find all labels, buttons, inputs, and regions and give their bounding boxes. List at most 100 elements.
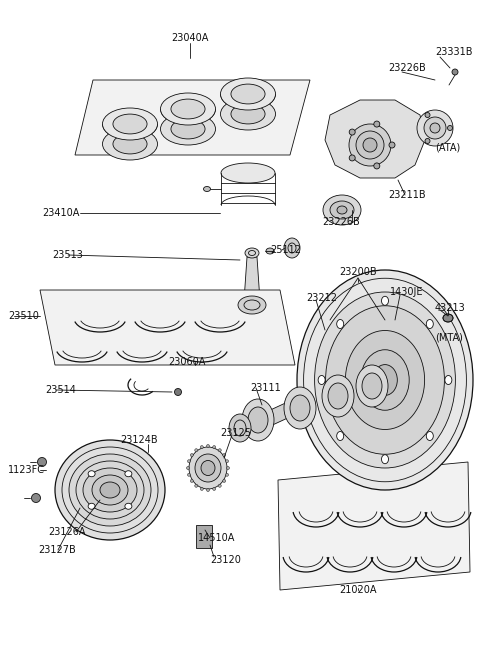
Ellipse shape (425, 112, 430, 118)
Polygon shape (346, 378, 364, 404)
Ellipse shape (336, 319, 344, 328)
Ellipse shape (220, 98, 276, 130)
Text: 43213: 43213 (435, 303, 466, 313)
Polygon shape (244, 257, 260, 301)
Text: 23060A: 23060A (168, 357, 205, 367)
Text: 23212: 23212 (306, 293, 337, 303)
Text: 23120: 23120 (210, 555, 241, 565)
Text: 1123FC: 1123FC (8, 465, 45, 475)
Ellipse shape (171, 119, 205, 139)
Ellipse shape (113, 114, 147, 134)
Ellipse shape (231, 104, 265, 124)
Text: 23410A: 23410A (42, 208, 79, 218)
Ellipse shape (190, 480, 193, 482)
Ellipse shape (92, 475, 128, 505)
Ellipse shape (206, 445, 209, 447)
Ellipse shape (200, 487, 204, 490)
Ellipse shape (447, 125, 453, 131)
Text: 21020A: 21020A (339, 585, 377, 595)
Ellipse shape (284, 387, 316, 429)
Ellipse shape (213, 445, 216, 449)
Ellipse shape (382, 455, 388, 464)
Ellipse shape (103, 108, 157, 140)
Ellipse shape (227, 466, 229, 470)
Ellipse shape (88, 470, 95, 477)
Ellipse shape (424, 117, 446, 139)
Ellipse shape (223, 453, 226, 457)
Ellipse shape (323, 195, 361, 225)
Ellipse shape (218, 449, 221, 452)
Ellipse shape (266, 248, 274, 254)
Ellipse shape (349, 129, 355, 135)
Ellipse shape (160, 93, 216, 125)
Text: 23211B: 23211B (388, 190, 426, 200)
Ellipse shape (204, 187, 211, 191)
Ellipse shape (201, 461, 215, 476)
Ellipse shape (325, 306, 444, 454)
Ellipse shape (443, 314, 453, 322)
Ellipse shape (160, 113, 216, 145)
Ellipse shape (195, 449, 198, 452)
Ellipse shape (218, 484, 221, 487)
Ellipse shape (284, 238, 300, 258)
Ellipse shape (445, 376, 452, 384)
Ellipse shape (125, 503, 132, 509)
Ellipse shape (318, 376, 325, 384)
Ellipse shape (220, 78, 276, 110)
Text: (ATA): (ATA) (435, 143, 460, 153)
Ellipse shape (452, 69, 458, 75)
Ellipse shape (55, 440, 165, 540)
Ellipse shape (213, 487, 216, 490)
Ellipse shape (69, 454, 151, 526)
Ellipse shape (37, 457, 47, 466)
Ellipse shape (171, 99, 205, 119)
Polygon shape (75, 80, 310, 155)
Ellipse shape (362, 373, 382, 399)
Ellipse shape (223, 480, 226, 482)
Ellipse shape (372, 365, 397, 396)
Text: 23040A: 23040A (171, 33, 209, 43)
Ellipse shape (125, 470, 132, 477)
Ellipse shape (100, 482, 120, 498)
Text: 23513: 23513 (52, 250, 83, 260)
Ellipse shape (356, 131, 384, 159)
Ellipse shape (103, 128, 157, 160)
Text: 1430JE: 1430JE (390, 287, 423, 297)
Polygon shape (266, 400, 292, 428)
Ellipse shape (426, 319, 433, 328)
Text: 23124B: 23124B (120, 435, 157, 445)
Ellipse shape (361, 350, 409, 410)
Text: 23126A: 23126A (48, 527, 85, 537)
Ellipse shape (337, 206, 347, 214)
Ellipse shape (229, 414, 251, 442)
Ellipse shape (32, 493, 40, 503)
Text: 23510: 23510 (8, 311, 39, 321)
Polygon shape (308, 388, 330, 416)
Ellipse shape (356, 365, 388, 407)
Ellipse shape (389, 142, 395, 148)
Text: 23331B: 23331B (435, 47, 472, 57)
Ellipse shape (187, 466, 190, 470)
Ellipse shape (206, 489, 209, 491)
Text: (MTA): (MTA) (435, 333, 463, 343)
Ellipse shape (238, 296, 266, 314)
Ellipse shape (189, 447, 227, 489)
Ellipse shape (226, 460, 228, 463)
Ellipse shape (190, 453, 193, 457)
Text: 23200B: 23200B (339, 267, 377, 277)
Ellipse shape (328, 383, 348, 409)
Text: 23111: 23111 (250, 383, 281, 393)
Ellipse shape (290, 395, 310, 421)
Ellipse shape (195, 484, 198, 487)
Polygon shape (325, 100, 425, 178)
Ellipse shape (195, 454, 221, 482)
Text: 14510A: 14510A (198, 533, 235, 543)
Ellipse shape (88, 503, 95, 509)
Text: 23226B: 23226B (322, 217, 360, 227)
Ellipse shape (349, 155, 355, 161)
Ellipse shape (430, 123, 440, 133)
Text: 23127B: 23127B (38, 545, 76, 555)
Ellipse shape (200, 445, 204, 449)
Ellipse shape (382, 296, 388, 306)
Ellipse shape (188, 460, 191, 463)
